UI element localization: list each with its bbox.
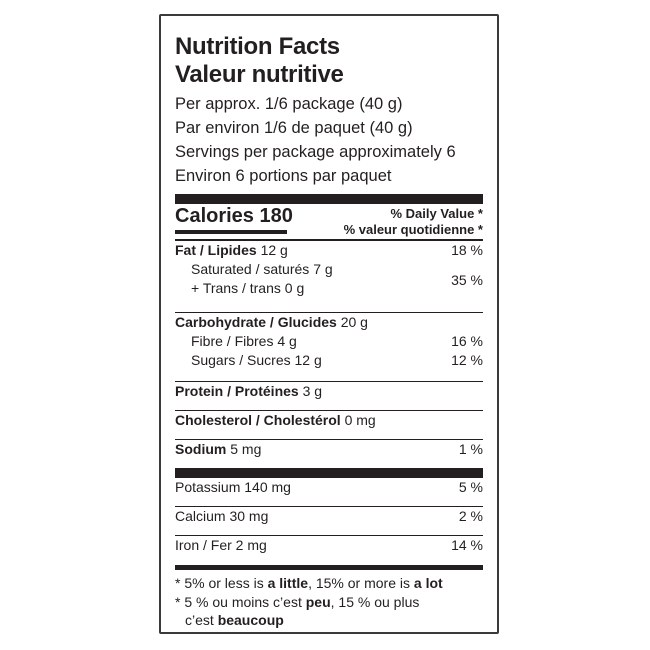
divider-iron [175,535,483,536]
daily-value-heading-fr: % valeur quotidienne * [343,222,483,237]
sugars-daily-value: 12 % [451,352,483,368]
protein-label: Protein / Protéines [175,383,299,399]
carbohydrate-label: Carbohydrate / Glucides [175,314,337,330]
sugars-row: Sugars / Sucres 12 g 12 % [175,352,483,369]
serving-size-fr: Par environ 1/6 de paquet (40 g) [175,119,413,137]
footnote-fr-bold-peu: peu [305,594,331,610]
divider-calcium [175,506,483,507]
thick-divider-minerals [175,468,483,478]
trans-amount: 0 g [284,280,305,296]
title-english: Nutrition Facts [175,33,340,60]
calcium-daily-value: 2 % [458,508,483,524]
servings-per-package-fr: Environ 6 portions par paquet [175,167,392,185]
protein-row: Protein / Protéines 3 g [175,383,483,400]
carbohydrate-amount: 20 g [340,314,368,330]
footnote-en-text-2: , 15% or more is [308,575,414,591]
saturated-amount: 7 g [313,261,333,277]
fat-label: Fat / Lipides [175,242,257,258]
serving-size-en: Per approx. 1/6 package (40 g) [175,95,403,113]
trans-fat-row: + Trans / trans 0 g [175,280,483,297]
calcium-label: Calcium 30 mg [175,508,269,524]
divider-carbohydrate [175,312,483,313]
iron-label: Iron / Fer 2 mg [175,537,267,553]
thick-divider-bottom [175,565,483,570]
sugars-amount: 12 g [294,352,322,368]
saturated-label: Saturated / saturés [191,261,310,277]
thick-divider-top [175,194,483,204]
footnote-english: * 5% or less is a little, 15% or more is… [175,575,483,592]
footnote-en-text-1: * 5% or less is [175,575,268,591]
fibre-daily-value: 16 % [451,333,483,349]
sodium-label: Sodium [175,441,227,457]
fat-row: Fat / Lipides 12 g 18 % [175,242,483,259]
divider-sodium [175,439,483,440]
footnote-french-line-2: c’est beaucoup [175,612,483,629]
cholesterol-label: Cholesterol / Cholestérol [175,412,341,428]
calories-underline [175,230,287,234]
footnote-en-bold-lot: a lot [413,575,443,591]
cholesterol-amount: 0 mg [344,412,376,428]
potassium-row: Potassium 140 mg 5 % [175,479,483,496]
sodium-row: Sodium 5 mg 1 % [175,441,483,458]
label-content: Nutrition Facts Valeur nutritive Per app… [175,16,483,632]
footnote-fr-text-3: c’est [185,612,218,628]
saturated-trans-daily-value: 35 % [451,272,483,288]
fat-daily-value: 18 % [451,242,483,258]
fibre-row: Fibre / Fibres 4 g 16 % [175,333,483,350]
divider-cholesterol [175,410,483,411]
nutrition-facts-label: Nutrition Facts Valeur nutritive Per app… [159,14,499,634]
trans-label: + Trans / trans [191,280,281,296]
calories-value: 180 [259,205,293,227]
footnote-french-line-1: * 5 % ou moins c’est peu, 15 % ou plus [175,594,483,611]
footnote-fr-bold-beaucoup: beaucoup [217,612,284,628]
footnote-en-bold-little: a little [267,575,309,591]
saturated-fat-row: Saturated / saturés 7 g [175,261,483,278]
sodium-amount: 5 mg [230,441,262,457]
sugars-label: Sugars / Sucres [191,352,291,368]
daily-value-heading-en: % Daily Value * [390,206,484,221]
fibre-amount: 4 g [277,333,297,349]
cholesterol-row: Cholesterol / Cholestérol 0 mg [175,412,483,429]
potassium-daily-value: 5 % [458,479,483,495]
title-french: Valeur nutritive [175,61,344,88]
footnote-fr-text-2: , 15 % ou plus [330,594,420,610]
potassium-label: Potassium 140 mg [175,479,291,495]
servings-per-package-en: Servings per package approximately 6 [175,143,456,161]
iron-row: Iron / Fer 2 mg 14 % [175,537,483,554]
fibre-label: Fibre / Fibres [191,333,274,349]
protein-amount: 3 g [302,383,323,399]
calories-row: Calories 180 [175,205,483,227]
iron-daily-value: 14 % [451,537,483,553]
carbohydrate-row: Carbohydrate / Glucides 20 g [175,314,483,331]
calories-label: Calories [175,205,254,227]
calcium-row: Calcium 30 mg 2 % [175,508,483,525]
sodium-daily-value: 1 % [458,441,483,457]
footnote-fr-text-1: * 5 % ou moins c’est [175,594,306,610]
fat-amount: 12 g [260,242,288,258]
divider-protein [175,381,483,382]
medium-divider [175,239,483,241]
